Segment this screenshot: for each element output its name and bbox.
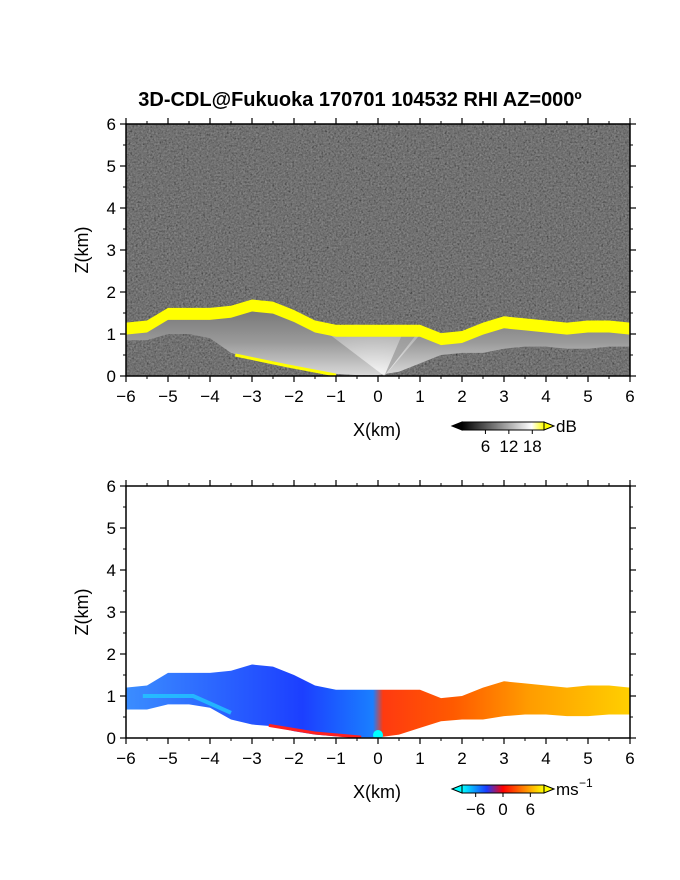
radar-shadow-wedge xyxy=(384,329,420,376)
x-tick-label: 2 xyxy=(457,749,466,768)
low-echo-line xyxy=(234,353,337,376)
near-radar-echo xyxy=(323,329,425,376)
x-tick-label: 5 xyxy=(583,387,592,406)
x-tick-label: −2 xyxy=(284,387,303,406)
x-tick-label: −6 xyxy=(116,387,135,406)
low-velocity-streak xyxy=(142,694,232,715)
ground-velocity-streak xyxy=(268,723,362,738)
colorbar-tick-label: −6 xyxy=(466,800,485,819)
x-tick-label: −1 xyxy=(326,749,345,768)
x-tick-label: 6 xyxy=(625,749,634,768)
x-axis-label: X(km) xyxy=(353,782,401,802)
x-tick-label: 4 xyxy=(541,387,550,406)
x-tick-label: 3 xyxy=(499,387,508,406)
x-tick-label: 1 xyxy=(415,387,424,406)
colorbar-max-arrow xyxy=(543,421,556,431)
colorbar-gradient xyxy=(461,784,545,794)
cloud-top-band xyxy=(126,299,630,346)
y-tick-label: 6 xyxy=(107,115,116,134)
colorbar-unit-exponent: −1 xyxy=(579,776,593,790)
colorbar-tick-label: 0 xyxy=(498,800,507,819)
figure-title: 3D-CDL@Fukuoka 170701 104532 RHI AZ=000º xyxy=(138,89,582,111)
plot-area xyxy=(126,486,630,738)
y-tick-label: 5 xyxy=(107,519,116,538)
x-tick-label: 1 xyxy=(415,749,424,768)
x-tick-label: 2 xyxy=(457,387,466,406)
colorbar-min-arrow xyxy=(450,421,463,431)
y-tick-label: 1 xyxy=(107,687,116,706)
colorbar-gradient xyxy=(461,421,545,431)
colorbar-min-arrow xyxy=(450,784,463,794)
x-tick-label: 3 xyxy=(499,749,508,768)
x-tick-label: −3 xyxy=(242,387,261,406)
colorbar-unit: ms xyxy=(556,780,579,799)
y-tick-label: 0 xyxy=(107,729,116,748)
colorbar-tick-label: 12 xyxy=(499,437,518,456)
colorbar-tick-label: 18 xyxy=(523,437,542,456)
x-tick-label: −4 xyxy=(200,387,219,406)
colorbar: −6 0 6 ms −1 xyxy=(450,776,593,819)
y-axis-label: Z(km) xyxy=(72,589,92,636)
y-tick-label: 1 xyxy=(107,325,116,344)
x-tick-label: −1 xyxy=(326,387,345,406)
x-tick-label: 6 xyxy=(625,387,634,406)
velocity-field xyxy=(126,664,630,738)
y-tick-label: 0 xyxy=(107,367,116,386)
x-tick-label: 0 xyxy=(373,387,382,406)
x-tick-label: −2 xyxy=(284,749,303,768)
y-tick-label: 2 xyxy=(107,645,116,664)
x-tick-label: 0 xyxy=(373,749,382,768)
x-tick-label: 5 xyxy=(583,749,592,768)
y-tick-label: 4 xyxy=(107,199,116,218)
y-axis-label: Z(km) xyxy=(72,227,92,274)
radar-origin xyxy=(373,730,383,738)
x-tick-label: −3 xyxy=(242,749,261,768)
x-tick-label: 4 xyxy=(541,749,550,768)
x-tick-label: −5 xyxy=(158,749,177,768)
y-tick-label: 2 xyxy=(107,283,116,302)
x-tick-label: −4 xyxy=(200,749,219,768)
colorbar: 6 12 18 dB xyxy=(450,417,577,456)
colorbar-max-arrow xyxy=(543,784,556,794)
y-tick-label: 3 xyxy=(107,241,116,260)
y-tick-label: 5 xyxy=(107,157,116,176)
plot-area xyxy=(126,124,630,376)
y-tick-label: 4 xyxy=(107,561,116,580)
x-axis-label: X(km) xyxy=(353,420,401,440)
x-tick-label: −5 xyxy=(158,387,177,406)
x-tick-label: −6 xyxy=(116,749,135,768)
y-tick-label: 3 xyxy=(107,603,116,622)
colorbar-tick-label: 6 xyxy=(526,800,535,819)
colorbar-unit: dB xyxy=(556,417,577,436)
colorbar-tick-label: 6 xyxy=(481,437,490,456)
y-tick-label: 6 xyxy=(107,477,116,496)
